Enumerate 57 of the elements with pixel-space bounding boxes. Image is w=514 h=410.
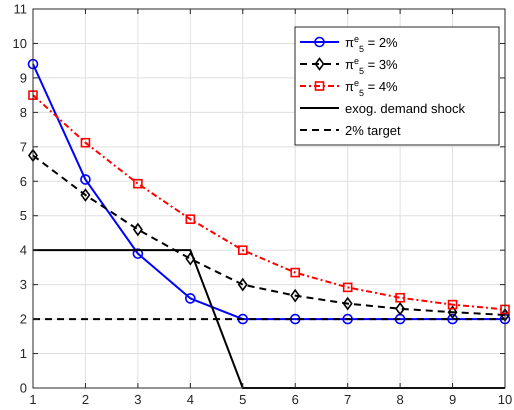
point — [448, 300, 458, 310]
x-tick-label: 8 — [396, 392, 404, 407]
point — [395, 302, 405, 316]
y-tick-label: 11 — [14, 2, 27, 16]
point — [238, 245, 248, 255]
point — [290, 268, 300, 278]
y-tick-label: 0 — [20, 380, 27, 396]
point — [186, 214, 196, 224]
point — [237, 314, 248, 324]
x-tick-label: 1 — [29, 392, 37, 407]
x-tick-label: 3 — [134, 392, 142, 407]
point — [80, 188, 90, 202]
point — [290, 314, 301, 324]
point — [132, 248, 144, 259]
point — [500, 308, 510, 322]
legend-label: π$^{e}$$_{5}$ = 4% — [345, 78, 398, 98]
point — [80, 138, 90, 148]
point — [342, 282, 352, 292]
point — [80, 174, 91, 185]
x-tick-label: 9 — [448, 392, 456, 407]
y-tick-label: 9 — [20, 70, 27, 86]
point — [448, 306, 458, 318]
y-tick-label: 2 — [20, 312, 27, 327]
point — [500, 304, 510, 314]
x-tick-label: 5 — [239, 392, 246, 407]
y-tick-label: 10 — [12, 36, 27, 51]
point — [185, 293, 196, 304]
y-tick-label: 8 — [20, 104, 27, 120]
legend-label: π$^{e}$$_{5}$ = 2% — [345, 34, 398, 54]
y-tick-label: 6 — [20, 174, 27, 189]
legend-label: exog. demand shock — [345, 101, 466, 116]
point — [186, 252, 196, 266]
point — [500, 314, 510, 324]
point — [133, 223, 143, 236]
point — [342, 297, 352, 310]
x-tick-label: 4 — [186, 392, 194, 407]
point — [394, 314, 406, 324]
point — [290, 289, 300, 302]
legend-label: π$^{e}$$_{5}$ = 3% — [345, 56, 398, 76]
y-tick-label: 4 — [20, 242, 27, 258]
point — [28, 149, 38, 162]
y-tick-label: 1 — [20, 346, 27, 362]
y-tick-label: 3 — [20, 277, 27, 292]
point — [447, 314, 458, 324]
y-tick-label: 7 — [20, 139, 27, 154]
point — [28, 58, 38, 70]
x-tick-label: 7 — [344, 392, 352, 407]
point — [28, 90, 38, 100]
x-tick-label: 2 — [82, 392, 90, 407]
legend-label: 2% target — [345, 123, 402, 138]
point — [395, 292, 405, 303]
point — [133, 178, 143, 188]
point — [238, 278, 248, 291]
point — [342, 314, 353, 324]
x-tick-label: 6 — [292, 392, 299, 407]
y-tick-label: 5 — [20, 208, 27, 224]
x-tick-label: 10 — [498, 392, 512, 407]
